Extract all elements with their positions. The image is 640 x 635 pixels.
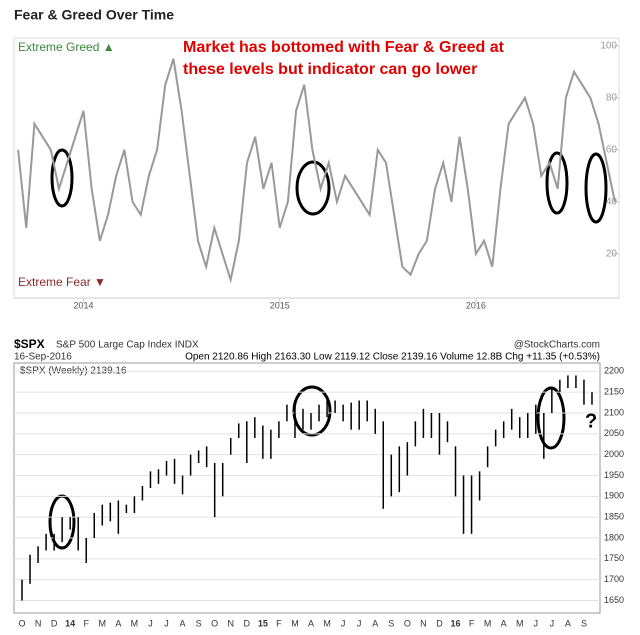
x-tick-label: N bbox=[420, 618, 427, 628]
y-tick-label: 2000 bbox=[604, 449, 624, 459]
x-tick-label: A bbox=[372, 618, 378, 628]
x-tick-label: J bbox=[550, 618, 555, 628]
plot-frame bbox=[13, 362, 601, 614]
circle bbox=[50, 148, 74, 208]
x-tick-label: D bbox=[244, 618, 251, 628]
source: @StockCharts.com bbox=[514, 340, 600, 351]
chart-subtitle: S&P 500 Large Cap Index INDX bbox=[56, 340, 199, 351]
x-tick-label: S bbox=[388, 618, 394, 628]
y-tick-label: 40 bbox=[606, 196, 618, 207]
x-tick-label: J bbox=[148, 618, 153, 628]
x-tick-label: J bbox=[341, 618, 346, 628]
x-tick-label: 14 bbox=[65, 618, 75, 628]
x-tick-label: O bbox=[211, 618, 218, 628]
x-tick-label: M bbox=[484, 618, 492, 628]
x-tick-label: J bbox=[164, 618, 169, 628]
x-tick-label: J bbox=[534, 618, 539, 628]
x-tick-label: F bbox=[276, 618, 282, 628]
x-tick-label: 2014 bbox=[73, 300, 93, 310]
y-tick-label: 1700 bbox=[604, 574, 624, 584]
upper-label: Extreme Greed ▲ bbox=[18, 40, 115, 54]
x-tick-label: A bbox=[115, 618, 121, 628]
date: 16-Sep-2016 bbox=[14, 352, 72, 363]
x-tick-label: N bbox=[227, 618, 234, 628]
x-tick-label: D bbox=[51, 618, 58, 628]
y-tick-label: 1800 bbox=[604, 532, 624, 542]
x-tick-label: O bbox=[19, 618, 26, 628]
chart-title: Fear & Greed Over Time bbox=[14, 7, 174, 23]
y-tick-label: 1650 bbox=[604, 595, 624, 605]
y-tick-label: 2200 bbox=[604, 366, 624, 376]
y-tick-label: 1900 bbox=[604, 491, 624, 501]
x-tick-label: A bbox=[501, 618, 507, 628]
x-tick-label: F bbox=[469, 618, 475, 628]
line bbox=[17, 58, 616, 284]
x-tick-label: M bbox=[291, 618, 299, 628]
x-tick-label: M bbox=[99, 618, 107, 628]
y-tick-label: 1750 bbox=[604, 553, 624, 563]
x-tick-label: A bbox=[180, 618, 186, 628]
x-tick-label: 16 bbox=[451, 618, 461, 628]
x-tick-label: 2015 bbox=[270, 300, 290, 310]
circle bbox=[292, 385, 332, 437]
x-tick-label: M bbox=[516, 618, 524, 628]
x-tick-label: N bbox=[35, 618, 42, 628]
x-tick-label: S bbox=[581, 618, 587, 628]
quote: Open 2120.86 High 2163.30 Low 2119.12 Cl… bbox=[185, 352, 600, 363]
x-tick-label: F bbox=[83, 618, 89, 628]
x-tick-label: 15 bbox=[258, 618, 268, 628]
annotation: Market has bottomed with Fear & Greed at bbox=[183, 39, 505, 56]
circle bbox=[295, 160, 331, 216]
x-tick-label: A bbox=[308, 618, 314, 628]
x-tick-label: O bbox=[404, 618, 411, 628]
y-tick-label: 60 bbox=[606, 144, 618, 155]
circle bbox=[584, 152, 608, 224]
lower-label: Extreme Fear ▼ bbox=[18, 275, 106, 289]
y-tick-label: 2050 bbox=[604, 428, 624, 438]
annotation: these levels but indicator can go lower bbox=[183, 61, 477, 78]
y-tick-label: 2100 bbox=[604, 407, 624, 417]
x-tick-label: M bbox=[131, 618, 139, 628]
y-tick-label: 1950 bbox=[604, 470, 624, 480]
y-tick-label: 100 bbox=[600, 40, 617, 51]
y-tick-label: 20 bbox=[606, 248, 618, 259]
x-tick-label: D bbox=[436, 618, 443, 628]
x-tick-label: 2016 bbox=[466, 300, 486, 310]
annotation: ? bbox=[585, 410, 597, 432]
circle bbox=[536, 386, 566, 450]
x-tick-label: A bbox=[565, 618, 571, 628]
y-tick-label: 2150 bbox=[604, 387, 624, 397]
y-tick-label: 80 bbox=[606, 92, 618, 103]
chart-title: $SPX bbox=[14, 337, 45, 351]
x-tick-label: S bbox=[196, 618, 202, 628]
y-tick-label: 1850 bbox=[604, 512, 624, 522]
x-tick-label: M bbox=[323, 618, 331, 628]
circle bbox=[545, 151, 569, 215]
x-tick-label: J bbox=[357, 618, 362, 628]
